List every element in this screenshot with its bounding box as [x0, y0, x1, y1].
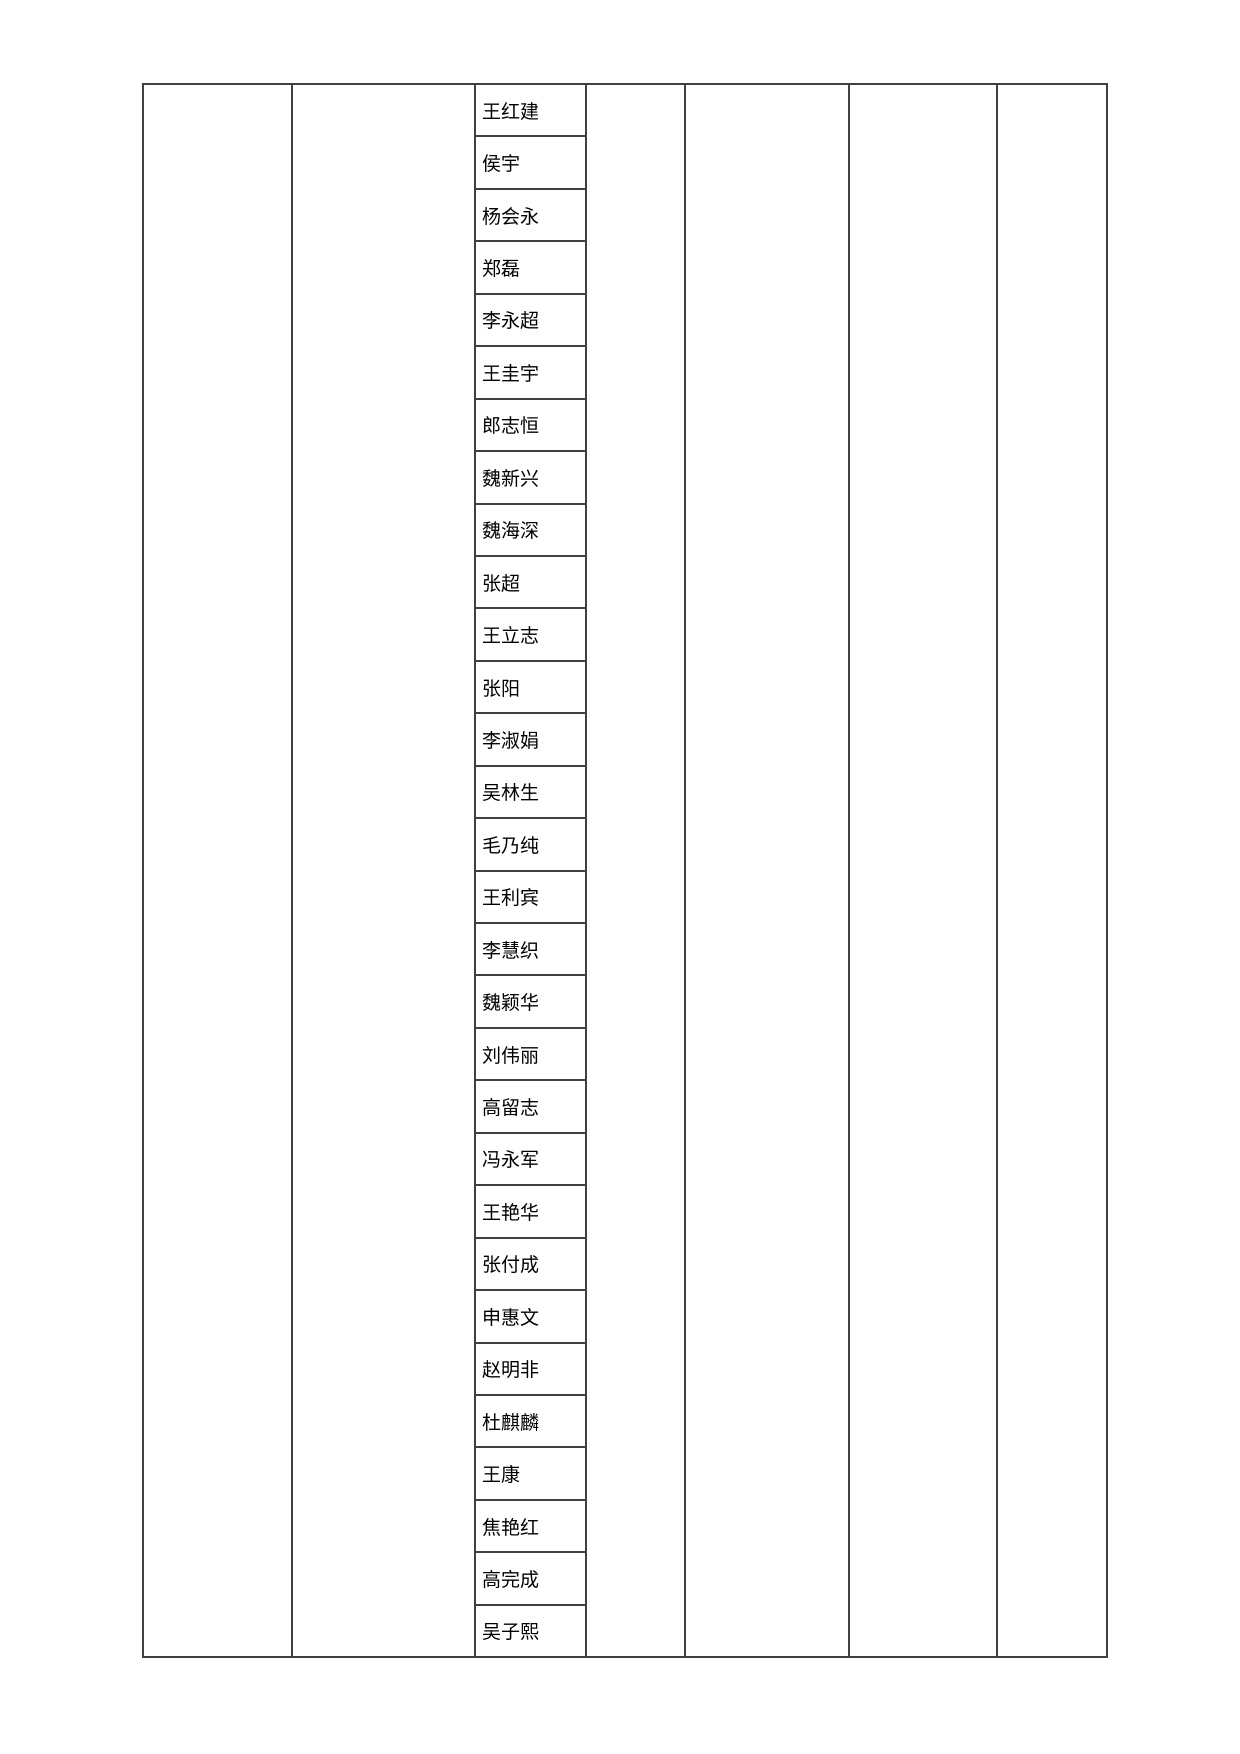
name-cell: 郎志恒 — [475, 400, 586, 453]
name-cell: 吴子熙 — [482, 1621, 540, 1644]
name-cell: 张付成 — [475, 1239, 586, 1292]
name-cell: 魏新兴 — [475, 452, 586, 505]
name-column: 王红建 侯宇 杨会永 郑磊 李永超 王圭宇 郎志恒 魏新兴 魏海深 张超 王立志 张阳 李淑娟 吴林生 毛乃… — [475, 85, 586, 1656]
name-cell: 高留志 — [475, 1081, 586, 1134]
name-cell: 王圭宇 — [475, 347, 586, 400]
name-cell: 刘伟丽 — [475, 1029, 586, 1082]
name-cell: 杨会永 — [475, 190, 586, 243]
name-cell: 冯永军 — [475, 1134, 586, 1187]
name-cell: 焦艳红 — [475, 1501, 586, 1554]
name-cell: 王红建 — [475, 85, 586, 138]
column-divider — [996, 85, 998, 1656]
name-cell: 吴林生 — [475, 767, 586, 820]
name-cell: 王立志 — [475, 609, 586, 662]
name-cell: 张阳 — [475, 662, 586, 715]
name-cell: 王利宾 — [475, 872, 586, 924]
name-cell: 魏颖华 — [475, 976, 586, 1029]
names-table: 王红建 侯宇 杨会永 郑磊 李永超 王圭宇 郎志恒 魏新兴 魏海深 张超 王立志 张阳 李淑娟 吴林生 毛乃… — [142, 83, 1108, 1658]
column-divider — [585, 85, 587, 1656]
name-cell: 李淑娟 — [475, 714, 586, 767]
name-cell: 毛乃纯 — [475, 819, 586, 872]
name-cell: 申惠文 — [475, 1291, 586, 1344]
name-cell: 王康 — [475, 1448, 586, 1501]
name-cell: 侯宇 — [475, 137, 586, 190]
name-cell: 魏海深 — [475, 505, 586, 557]
name-cell: 赵明非 — [475, 1344, 586, 1396]
column-divider — [848, 85, 850, 1656]
name-cell: 张超 — [475, 557, 586, 610]
name-cell: 郑磊 — [475, 242, 586, 295]
name-cell: 王艳华 — [475, 1186, 586, 1239]
column-divider — [684, 85, 686, 1656]
name-cell: 李慧织 — [475, 924, 586, 977]
name-cell: 李永超 — [475, 295, 586, 348]
column-divider — [291, 85, 293, 1656]
name-cell: 高完成 — [475, 1553, 586, 1606]
name-cell: 杜麒麟 — [475, 1396, 586, 1449]
